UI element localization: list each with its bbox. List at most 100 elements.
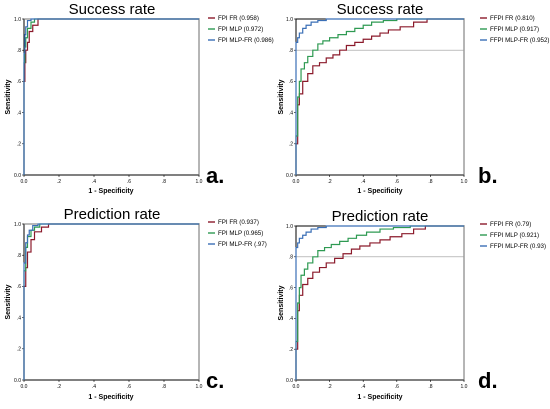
x-tick-label: 0.0	[293, 179, 300, 185]
y-tick-label: .8	[289, 255, 293, 261]
roc-panel-d: Prediction rate 0.0 .2 .4 .6 .8 1.0 0.0 .2 .4 .6.…	[275, 205, 550, 409]
x-tick-label: .6	[127, 179, 131, 185]
y-tick-label: 1.0	[14, 222, 21, 228]
x-tick-label: .8	[428, 384, 432, 390]
x-tick-label: .8	[428, 179, 432, 185]
plot-frame	[23, 18, 200, 176]
panel-letter: d.	[478, 368, 498, 393]
x-tick-label: .4	[361, 179, 365, 185]
x-tick-label: .4	[92, 179, 96, 185]
x-axis-label: 1 - Specificity	[88, 394, 133, 401]
legend-entry: FFPI MLP-FR (0.93)	[490, 243, 546, 250]
chart-title: Success rate	[337, 1, 424, 18]
x-tick-label: .6	[127, 384, 131, 390]
roc-panel-b: Success rate 0.0 .2 .4 .6 .8 1.0 0.0 .2 .4 .6 .8 1.…	[275, 0, 550, 204]
y-tick-label: .4	[289, 316, 293, 322]
chart-title: Prediction rate	[64, 206, 161, 223]
roc-chart-c: Prediction rate 0.0 .2 .4 .6 .8 1.0 0.0 .2 .4 .6.…	[5, 206, 267, 401]
y-tick-label: .6	[17, 79, 21, 85]
roc-curve-series-1	[23, 223, 199, 380]
y-tick-label: .8	[17, 48, 21, 54]
y-axis-label: Sensitivity	[5, 79, 12, 114]
y-tick-label: 0.0	[14, 173, 21, 179]
panel-letter: c.	[206, 368, 224, 393]
roc-curve-series-1	[23, 18, 199, 175]
x-axis-label: 1 - Specificity	[88, 188, 133, 195]
roc-chart-d: Prediction rate 0.0 .2 .4 .6 .8 1.0 0.0 .2 .4 .6.…	[278, 208, 546, 401]
y-axis-label: Sensitivity	[278, 79, 285, 114]
x-tick-label: 1.0	[196, 179, 203, 185]
legend-entry: FPI MLP (0.965)	[218, 230, 263, 237]
x-tick-label: .2	[328, 384, 332, 390]
plot-frame	[295, 225, 465, 381]
legend-entry: FFPI MLP (0.921)	[490, 232, 539, 239]
y-axis-label: Sensitivity	[5, 284, 12, 319]
roc-curve-series-1	[295, 225, 464, 380]
x-tick-label: .2	[328, 179, 332, 185]
x-tick-label: 0.0	[293, 384, 300, 390]
legend-entry: FFPI FR (0.810)	[490, 15, 535, 22]
x-tick-label: .6	[395, 179, 399, 185]
y-tick-label: .6	[17, 284, 21, 290]
y-tick-label: .6	[289, 285, 293, 291]
roc-curve-series-3	[23, 223, 199, 380]
legend-entry: FPI FR (0.958)	[218, 15, 259, 22]
roc-curve-series-3	[295, 18, 464, 175]
y-tick-label: 0.0	[286, 173, 293, 179]
y-tick-label: .2	[289, 142, 293, 148]
y-tick-label: .2	[17, 142, 21, 148]
x-tick-label: .4	[92, 384, 96, 390]
roc-chart-a: Success rate 0.0 .2 .4 .6 .8 1.0 0.0 .2 .4 .6 .8 1.…	[5, 1, 274, 195]
plot-frame	[295, 18, 465, 176]
y-tick-label: .4	[289, 110, 293, 116]
x-tick-label: .2	[57, 179, 61, 185]
legend-entry: FPI FR (0.937)	[218, 219, 259, 226]
x-axis-label: 1 - Specificity	[357, 394, 402, 401]
legend-entry: FPI MLP (0.972)	[218, 26, 263, 33]
legend-entry: FFPI MLP-FR (0.952)	[490, 37, 549, 44]
y-tick-label: 1.0	[14, 17, 21, 23]
x-tick-label: .8	[162, 179, 166, 185]
roc-curve-series-2	[23, 18, 199, 175]
legend-entry: FPI MLP-FR (0.986)	[218, 37, 274, 44]
x-tick-label: .6	[395, 384, 399, 390]
y-tick-label: 0.0	[14, 378, 21, 384]
legend-entry: FFPI FR (0.79)	[490, 221, 531, 228]
y-axis-label: Sensitivity	[278, 285, 285, 320]
chart-title: Prediction rate	[332, 208, 429, 225]
legend-entry: FFPI MLP (0.917)	[490, 26, 539, 33]
x-axis-label: 1 - Specificity	[357, 188, 402, 195]
plot-frame	[23, 223, 200, 381]
x-tick-label: .4	[361, 384, 365, 390]
y-tick-label: .4	[17, 315, 21, 321]
y-tick-label: .4	[17, 110, 21, 116]
roc-curve-series-3	[295, 225, 464, 380]
panel-letter: b.	[478, 163, 498, 188]
y-tick-label: .6	[289, 79, 293, 85]
roc-chart-b: Success rate 0.0 .2 .4 .6 .8 1.0 0.0 .2 .4 .6 .8 1.…	[278, 1, 549, 195]
x-tick-label: 1.0	[461, 179, 468, 185]
roc-panel-c: Prediction rate 0.0 .2 .4 .6 .8 1.0 0.0 .2 .4 .6.…	[0, 205, 275, 409]
roc-curve-series-2	[295, 18, 464, 175]
y-tick-label: .8	[289, 48, 293, 54]
x-tick-label: 1.0	[196, 384, 203, 390]
x-tick-label: 1.0	[461, 384, 468, 390]
y-tick-label: 1.0	[286, 224, 293, 230]
y-tick-label: .8	[17, 253, 21, 259]
panel-letter: a.	[206, 163, 224, 188]
x-tick-label: 0.0	[21, 384, 28, 390]
x-tick-label: 0.0	[21, 179, 28, 185]
roc-curve-series-2	[23, 223, 199, 380]
roc-panel-a: Success rate 0.0 .2 .4 .6 .8 1.0 0.0 .2 .4 .6 .8 1.…	[0, 0, 275, 204]
roc-curve-series-2	[295, 225, 464, 380]
x-tick-label: .8	[162, 384, 166, 390]
y-tick-label: 1.0	[286, 17, 293, 23]
y-tick-label: .2	[289, 347, 293, 353]
y-tick-label: .2	[17, 347, 21, 353]
legend-entry: FPI MLP-FR (.97)	[218, 241, 267, 248]
x-tick-label: .2	[57, 384, 61, 390]
chart-title: Success rate	[69, 1, 156, 18]
roc-curve-series-1	[295, 18, 464, 175]
y-tick-label: 0.0	[286, 378, 293, 384]
roc-curve-series-3	[23, 18, 199, 175]
